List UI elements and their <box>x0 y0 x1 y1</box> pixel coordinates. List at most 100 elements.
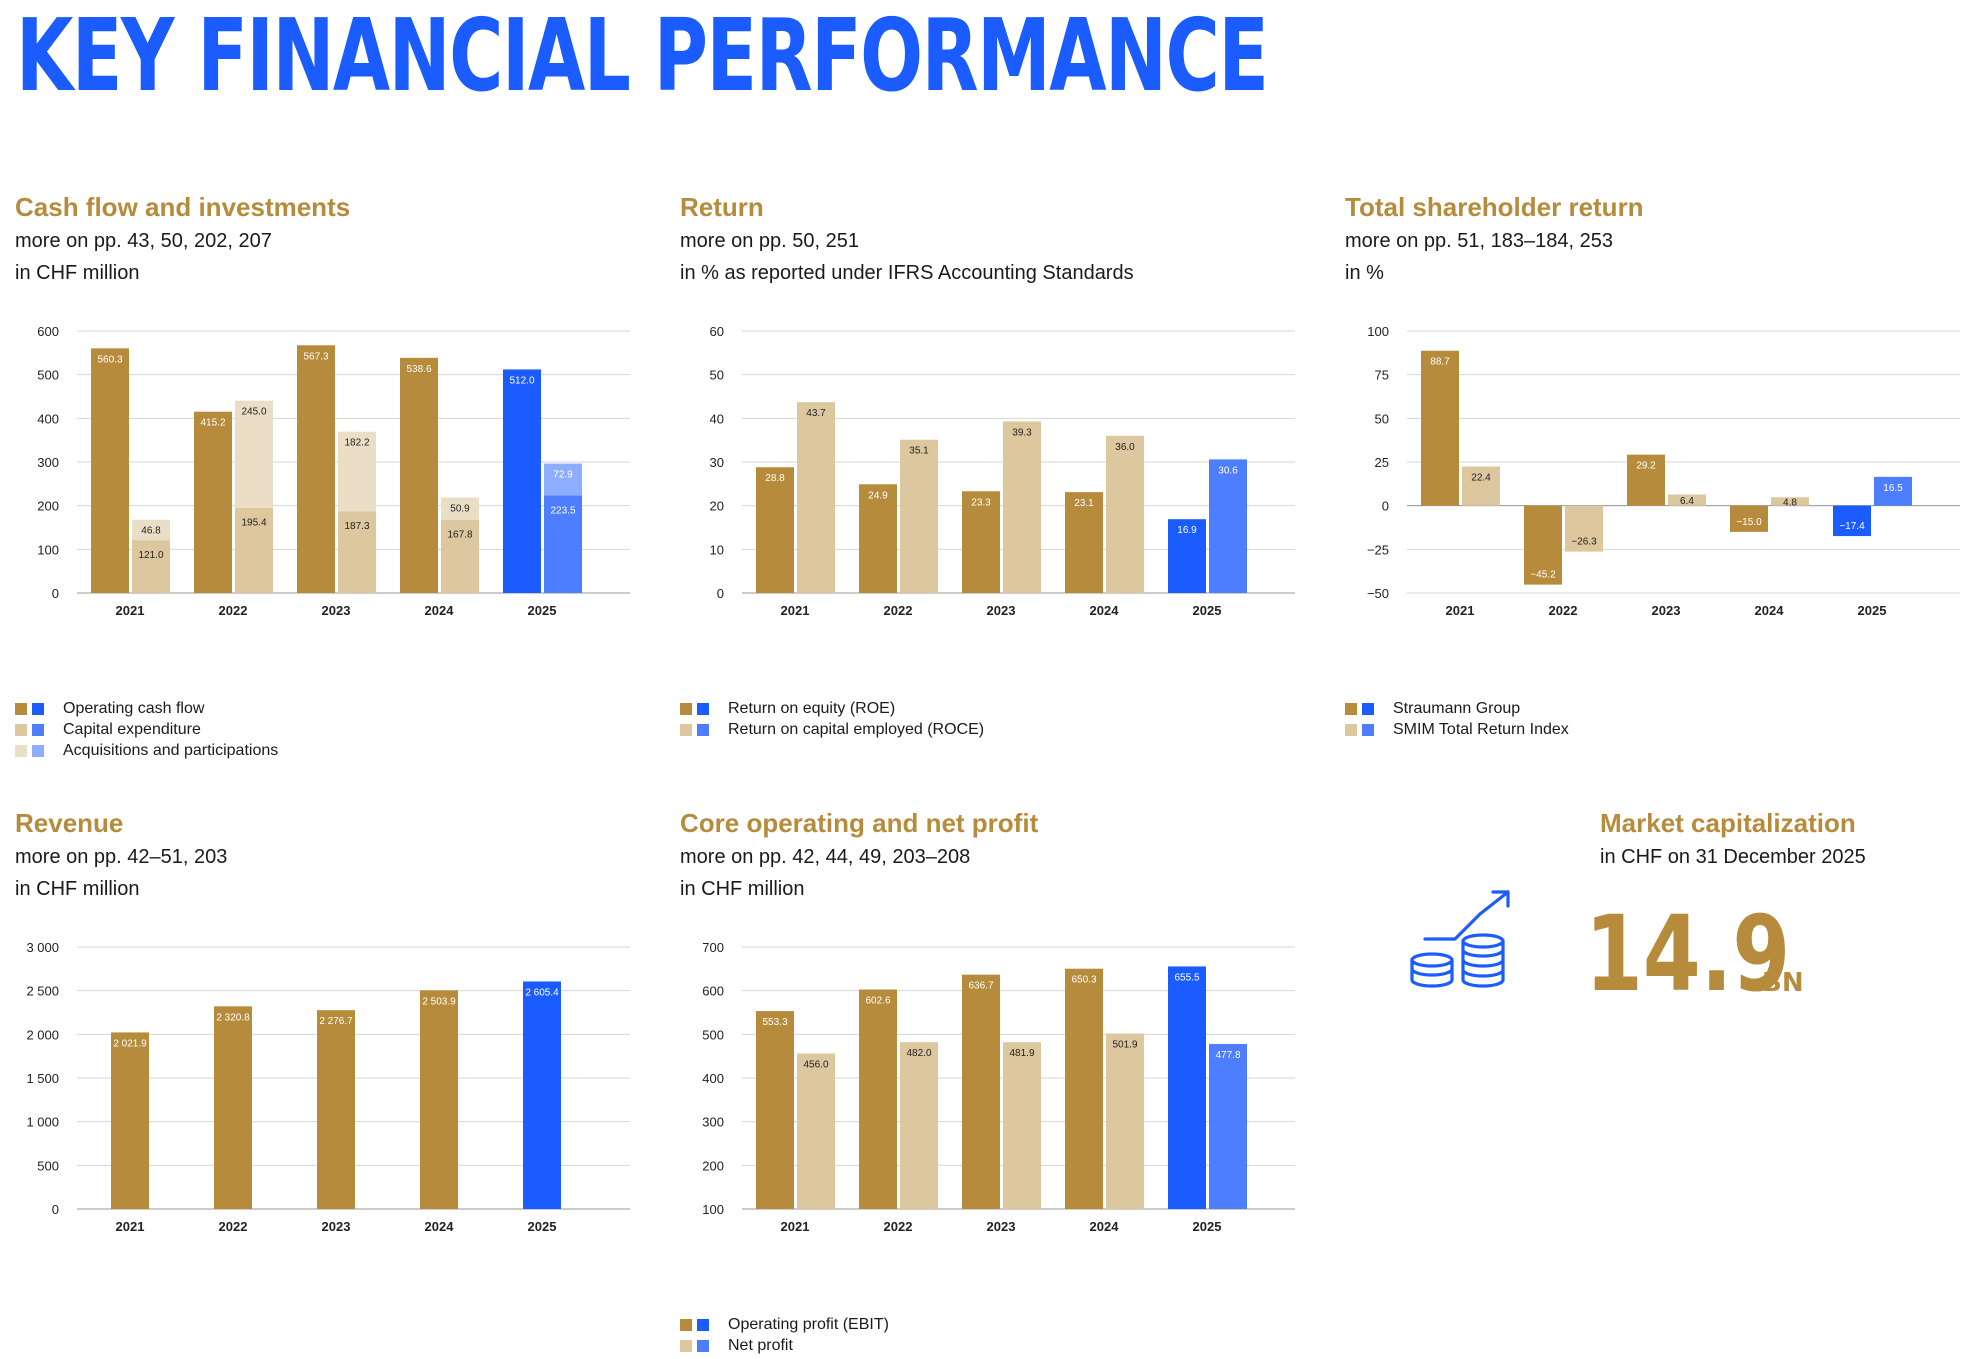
legend-label: Acquisitions and participations <box>63 741 279 759</box>
x-tick-label: 2025 <box>1858 603 1887 618</box>
legend: Return on equity (ROE) Return on capital… <box>680 698 984 740</box>
bar <box>1730 505 1768 532</box>
data-label: 46.8 <box>141 526 161 537</box>
x-tick-label: 2022 <box>1549 603 1578 618</box>
legend-swatch <box>697 702 709 715</box>
y-tick-label: 1 000 <box>26 1115 59 1130</box>
x-tick-label: 2022 <box>884 1219 913 1234</box>
bar <box>111 1032 149 1209</box>
y-tick-label: 600 <box>37 324 59 339</box>
data-label: 35.1 <box>909 446 929 457</box>
data-label: −26.3 <box>1571 537 1597 548</box>
chart-revenue: 0 500 1 000 1 500 2 000 2 500 3 000 2021 2 021.9… <box>26 940 630 1234</box>
y-tick-label: 500 <box>37 368 59 383</box>
panel-tsr: Total shareholder return more on pp. 51,… <box>1345 192 1963 762</box>
y-tick-label: 2 000 <box>26 1027 59 1042</box>
bar <box>797 402 835 593</box>
bar <box>400 357 438 593</box>
x-tick-label: 2021 <box>1446 603 1475 618</box>
market-date-label: in CHF on 31 December 2025 <box>1600 846 1866 868</box>
y-tick-label: 1 500 <box>26 1071 59 1086</box>
bar <box>1627 454 1665 506</box>
bar <box>1065 968 1103 1209</box>
legend-swatch <box>697 1318 709 1331</box>
bar <box>859 989 897 1209</box>
y-tick-label: 400 <box>702 1071 724 1086</box>
data-label: 6.4 <box>1680 496 1694 507</box>
x-tick-label: 2024 <box>425 603 455 618</box>
panel-title: Return <box>680 192 764 222</box>
data-label: 655.5 <box>1174 972 1199 983</box>
bar <box>962 491 1000 593</box>
bar <box>544 463 582 496</box>
legend-label: Operating profit (EBIT) <box>728 1315 889 1333</box>
data-label: 223.5 <box>550 505 575 516</box>
bar <box>338 511 376 593</box>
data-label: 23.3 <box>971 497 991 508</box>
bar <box>214 1006 252 1209</box>
legend-swatch <box>680 1339 692 1352</box>
page-reference: more on pp. 42, 44, 49, 203–208 <box>680 846 971 868</box>
data-label: 16.5 <box>1883 483 1903 494</box>
legend-swatch <box>32 744 44 757</box>
y-tick-label: 700 <box>702 940 724 955</box>
x-tick-label: 2023 <box>987 603 1016 618</box>
legend-swatch <box>680 1318 692 1331</box>
data-label: 50.9 <box>450 504 470 515</box>
page-reference: more on pp. 42–51, 203 <box>15 846 228 868</box>
y-tick-label: 75 <box>1375 368 1389 383</box>
data-label: 538.6 <box>406 364 431 375</box>
legend-item: Operating cash flow <box>15 698 278 719</box>
y-tick-label: 0 <box>717 586 724 601</box>
legend-label: Return on capital employed (ROCE) <box>728 720 985 738</box>
bar <box>235 400 273 508</box>
bar <box>1874 476 1912 506</box>
bar <box>544 495 582 593</box>
data-label: 2 503.9 <box>422 996 456 1007</box>
legend: Operating profit (EBIT) Net profit <box>680 1314 889 1356</box>
legend-swatch <box>32 702 44 715</box>
bar <box>194 411 232 593</box>
x-tick-label: 2021 <box>781 603 810 618</box>
legend-swatch <box>1362 702 1374 715</box>
bar <box>1209 1044 1247 1209</box>
y-tick-label: 600 <box>702 984 724 999</box>
y-tick-label: 100 <box>702 1202 724 1217</box>
data-label: 187.3 <box>344 521 369 532</box>
unit-label: in % <box>1345 262 1384 284</box>
panel-title: Cash flow and investments <box>15 192 351 222</box>
bar <box>1524 505 1562 585</box>
data-label: 567.3 <box>303 351 328 362</box>
data-label: 477.8 <box>1215 1050 1240 1061</box>
legend-item: Acquisitions and participations <box>15 740 278 761</box>
y-tick-label: 200 <box>37 499 59 514</box>
y-tick-label: 3 000 <box>26 940 59 955</box>
legend-swatch <box>15 702 27 715</box>
y-tick-label: 25 <box>1375 455 1389 470</box>
x-tick-label: 2024 <box>1755 603 1785 618</box>
legend-swatch <box>15 744 27 757</box>
legend-item: Return on capital employed (ROCE) <box>680 719 984 740</box>
x-tick-label: 2023 <box>1652 603 1681 618</box>
data-label: 39.3 <box>1012 427 1032 438</box>
x-tick-label: 2023 <box>322 1219 351 1234</box>
x-tick-label: 2023 <box>322 603 351 618</box>
panel-revenue: Revenue more on pp. 42–51, 203 in CHF mi… <box>15 808 635 1328</box>
y-tick-label: 10 <box>710 542 724 557</box>
data-label: −45.2 <box>1530 570 1556 581</box>
data-label: 29.2 <box>1636 461 1656 472</box>
data-label: 501.9 <box>1112 1040 1137 1051</box>
data-label: 16.9 <box>1177 525 1197 536</box>
bar <box>317 1010 355 1209</box>
bar <box>91 348 129 593</box>
data-label: 72.9 <box>553 470 573 481</box>
y-tick-label: 0 <box>1382 499 1389 514</box>
bar <box>1106 435 1144 593</box>
page-reference: more on pp. 51, 183–184, 253 <box>1345 230 1613 252</box>
market-cap-value: 14.9 BN <box>1585 902 1804 1006</box>
panel-return: Return more on pp. 50, 251 in % as repor… <box>680 192 1300 762</box>
x-tick-label: 2023 <box>987 1219 1016 1234</box>
unit-label: in CHF million <box>15 878 140 900</box>
market-cap-number: 14.9 <box>1585 893 1791 1015</box>
page-reference: more on pp. 50, 251 <box>680 230 860 252</box>
